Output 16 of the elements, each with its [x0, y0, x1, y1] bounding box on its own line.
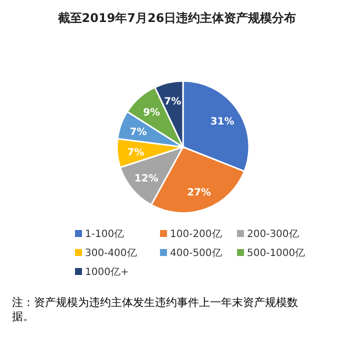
data-label: 12% — [134, 173, 158, 184]
chart-title: 截至2019年7月26日违约主体资产规模分布 — [56, 11, 296, 25]
data-label: 31% — [210, 116, 234, 128]
legend-label: 200-300亿 — [247, 229, 299, 240]
data-label: 7% — [164, 96, 182, 108]
legend-label: 1-100亿 — [85, 229, 124, 240]
legend-label: 400-500亿 — [170, 248, 222, 259]
legend-label: 500-1000亿 — [247, 248, 306, 259]
data-label: 7% — [130, 126, 147, 138]
legend-label: 1000亿+ — [85, 267, 129, 278]
data-label: 27% — [187, 188, 212, 199]
text: 注：资产规模为违约主体发生违约事件上一年末资产规模数据。 — [12, 296, 299, 324]
data-label: 7% — [127, 147, 144, 158]
legend-label: 300-400亿 — [85, 248, 137, 259]
legend-label: 100-200亿 — [170, 229, 222, 240]
data-label: 9% — [143, 107, 160, 118]
